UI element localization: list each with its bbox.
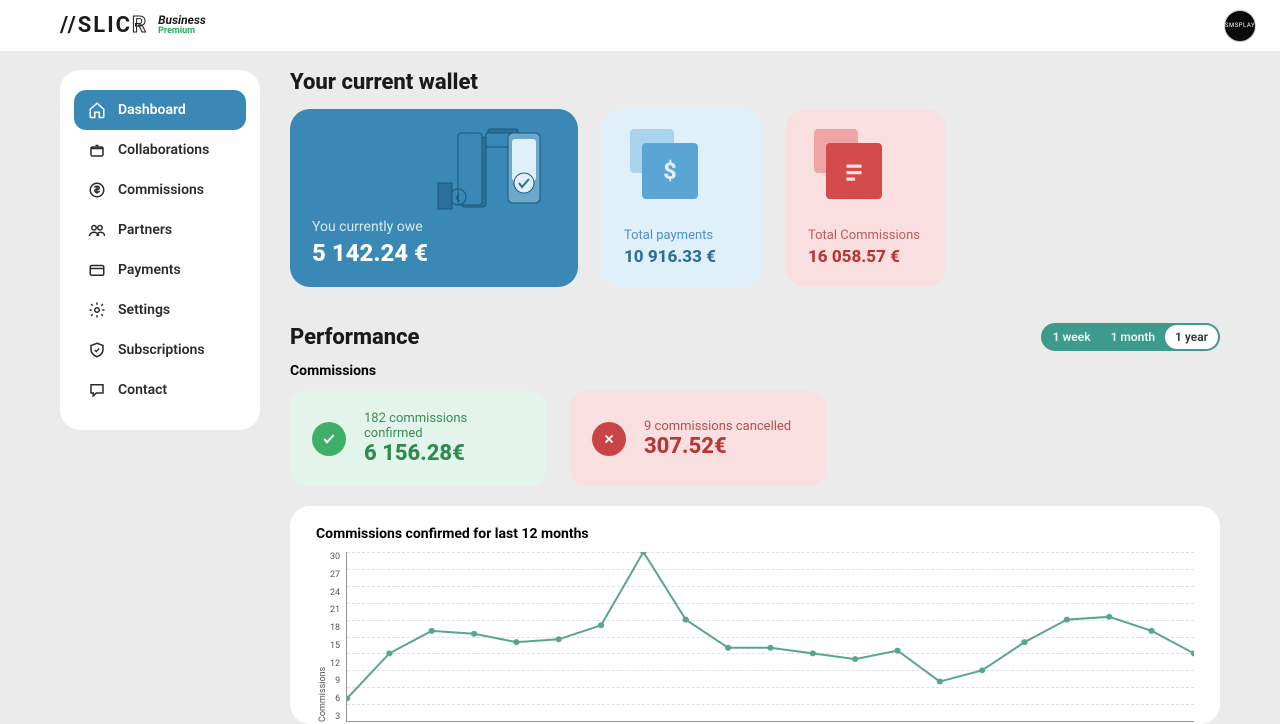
sidebar-item-partners[interactable]: Partners bbox=[74, 210, 246, 250]
wallet-payments-value: 10 916.33 € bbox=[624, 247, 740, 267]
sidebar-item-label: Collaborations bbox=[118, 142, 209, 158]
topbar: //SLICR Business Premium [SMSPLAY] bbox=[0, 0, 1280, 52]
shield-icon bbox=[88, 341, 106, 359]
dollar-icon: $ bbox=[630, 129, 700, 199]
sidebar-item-label: Partners bbox=[118, 222, 172, 238]
stat-cancelled-label: 9 commissions cancelled bbox=[644, 419, 791, 434]
sidebar-item-subscriptions[interactable]: Subscriptions bbox=[74, 330, 246, 370]
sidebar: Dashboard Collaborations Commissions Partne… bbox=[60, 70, 260, 430]
logo-text-2: R bbox=[132, 13, 148, 38]
ytick: 15 bbox=[330, 641, 340, 651]
sidebar-item-payments[interactable]: Payments bbox=[74, 250, 246, 290]
gear-icon bbox=[88, 301, 106, 319]
sidebar-item-label: Contact bbox=[118, 382, 167, 398]
range-option-1year[interactable]: 1 year bbox=[1165, 325, 1218, 349]
stat-confirmed-value: 6 156.28€ bbox=[364, 441, 524, 466]
sidebar-item-contact[interactable]: Contact bbox=[74, 370, 246, 410]
chart-yticks: 30 27 24 21 18 15 12 9 6 3 bbox=[330, 552, 346, 722]
dollar-icon bbox=[88, 181, 106, 199]
ytick: 21 bbox=[330, 605, 340, 615]
sidebar-item-label: Commissions bbox=[118, 182, 204, 198]
wallet-payments-label: Total payments bbox=[624, 228, 740, 243]
box-icon bbox=[88, 141, 106, 159]
check-icon bbox=[312, 422, 346, 456]
card-icon bbox=[88, 261, 106, 279]
performance-subtitle: Commissions bbox=[290, 363, 1220, 379]
wallet-card-owe[interactable]: € You currently owe 5 142.24 € bbox=[290, 109, 578, 287]
ytick: 30 bbox=[330, 552, 340, 562]
sidebar-item-commissions[interactable]: Commissions bbox=[74, 170, 246, 210]
wallet-commissions-label: Total Commissions bbox=[808, 228, 924, 243]
sidebar-item-settings[interactable]: Settings bbox=[74, 290, 246, 330]
wallet-illustration: € bbox=[428, 123, 558, 223]
wallet-card-payments[interactable]: $ Total payments 10 916.33 € bbox=[602, 109, 762, 287]
range-option-1month[interactable]: 1 month bbox=[1101, 325, 1165, 349]
ytick: 24 bbox=[330, 588, 340, 598]
wallet-commissions-value: 16 058.57 € bbox=[808, 247, 924, 267]
svg-text:$: $ bbox=[663, 157, 676, 185]
stat-confirmed-label: 182 commissions confirmed bbox=[364, 411, 524, 441]
stat-confirmed[interactable]: 182 commissions confirmed 6 156.28€ bbox=[290, 391, 546, 486]
chart-title: Commissions confirmed for last 12 months bbox=[316, 526, 1194, 542]
ytick: 18 bbox=[330, 623, 340, 633]
logo[interactable]: //SLICR Business Premium bbox=[60, 13, 206, 38]
wallet-card-commissions[interactable]: Total Commissions 16 058.57 € bbox=[786, 109, 946, 287]
sidebar-item-label: Dashboard bbox=[118, 102, 186, 118]
ytick: 12 bbox=[330, 659, 340, 669]
svg-text:€: € bbox=[455, 194, 460, 204]
chart-card: Commissions confirmed for last 12 months… bbox=[290, 506, 1220, 724]
list-icon bbox=[814, 129, 884, 199]
logo-sub-premium: Premium bbox=[158, 27, 206, 37]
chart-plot bbox=[346, 552, 1194, 722]
home-icon bbox=[88, 101, 106, 119]
avatar-label: [SMSPLAY] bbox=[1223, 22, 1257, 29]
logo-text-1: //SLIC bbox=[60, 13, 132, 38]
ytick: 27 bbox=[330, 570, 340, 580]
main-content: Your current wallet € bbox=[290, 70, 1220, 724]
sidebar-item-label: Settings bbox=[118, 302, 170, 318]
chat-icon bbox=[88, 381, 106, 399]
stat-cancelled[interactable]: 9 commissions cancelled 307.52€ bbox=[570, 391, 826, 486]
close-icon bbox=[592, 422, 626, 456]
wallet-title: Your current wallet bbox=[290, 70, 1220, 95]
sidebar-item-label: Payments bbox=[118, 262, 181, 278]
avatar[interactable]: [SMSPLAY] bbox=[1224, 10, 1256, 42]
stat-cancelled-value: 307.52€ bbox=[644, 434, 791, 459]
sidebar-item-label: Subscriptions bbox=[118, 342, 205, 358]
range-option-1week[interactable]: 1 week bbox=[1043, 325, 1101, 349]
ytick: 3 bbox=[330, 712, 340, 722]
ytick: 6 bbox=[330, 694, 340, 704]
sidebar-item-dashboard[interactable]: Dashboard bbox=[74, 90, 246, 130]
chart-ylabel: Commissions bbox=[316, 552, 330, 722]
ytick: 9 bbox=[330, 676, 340, 686]
range-toggle: 1 week1 month1 year bbox=[1041, 323, 1220, 351]
sidebar-item-collaborations[interactable]: Collaborations bbox=[74, 130, 246, 170]
performance-title: Performance bbox=[290, 325, 419, 350]
wallet-owe-value: 5 142.24 € bbox=[312, 239, 556, 267]
users-icon bbox=[88, 221, 106, 239]
